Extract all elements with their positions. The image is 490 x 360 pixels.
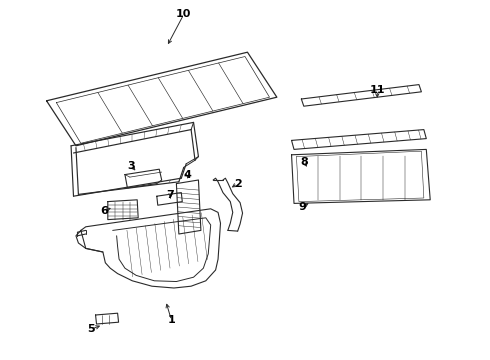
Text: 8: 8 (300, 157, 308, 167)
Text: 11: 11 (369, 85, 385, 95)
Text: 2: 2 (234, 179, 242, 189)
Text: 6: 6 (100, 206, 108, 216)
Text: 1: 1 (168, 315, 175, 325)
Text: 7: 7 (167, 190, 174, 200)
Text: 9: 9 (298, 202, 306, 212)
Text: 5: 5 (87, 324, 95, 334)
Text: 4: 4 (184, 170, 192, 180)
Text: 10: 10 (176, 9, 192, 19)
Text: 3: 3 (127, 161, 135, 171)
